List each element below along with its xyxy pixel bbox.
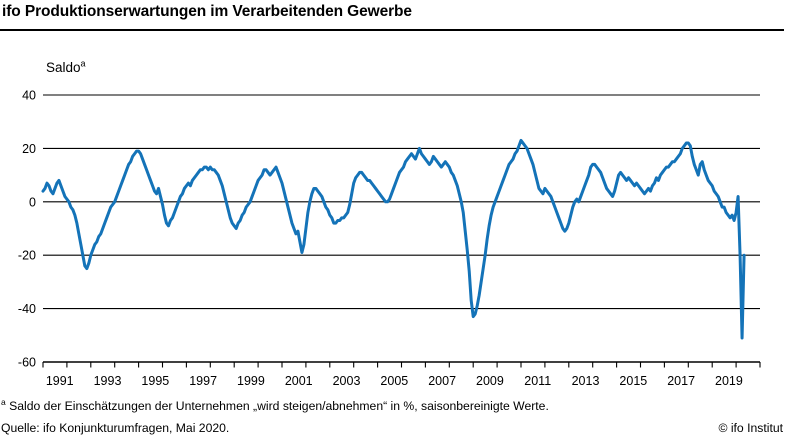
x-tick-label: 2011	[524, 374, 551, 388]
y-tick-label: 0	[29, 195, 36, 209]
x-tick-label: 1993	[94, 374, 122, 388]
y-tick-label: -20	[18, 249, 36, 263]
x-tick-label: 2015	[619, 374, 647, 388]
footnote: a Saldo der Einschätzungen der Unternehm…	[1, 396, 549, 413]
x-tick-label: 1999	[237, 374, 265, 388]
page-title: ifo Produktionserwartungen im Verarbeite…	[2, 3, 412, 20]
x-tick-label: 2017	[667, 374, 695, 388]
footnote-text: Saldo der Einschätzungen der Unternehmen…	[9, 399, 549, 413]
x-tick-label: 2003	[333, 374, 361, 388]
footnote-marker: a	[1, 396, 6, 407]
y-tick-label: -60	[18, 356, 36, 370]
x-tick-label: 1991	[46, 374, 74, 388]
x-tick-label: 2009	[476, 374, 504, 388]
x-tick-label: 2005	[380, 374, 408, 388]
x-tick-label: 1995	[141, 374, 169, 388]
plot-svg: 40 20 0 -20 -40 -60 1991 1993 1995 1997 1999 2001 20…	[18, 89, 761, 388]
series-line	[41, 138, 746, 340]
y-tick-label: 40	[22, 89, 36, 103]
x-tick-label: 2019	[715, 374, 743, 388]
x-tick-label: 1997	[189, 374, 217, 388]
source-text: Quelle: ifo Konjunkturumfragen, Mai 2020…	[1, 421, 230, 435]
title-underline	[0, 29, 784, 31]
y-tick-label: 20	[22, 142, 36, 156]
x-tick-label: 2013	[572, 374, 600, 388]
y-axis-label: Saldoa	[46, 58, 86, 75]
x-tick-label: 2007	[428, 374, 456, 388]
y-axis-label-text: Saldo	[46, 60, 81, 75]
copyright-text: © ifo Institut	[718, 421, 783, 435]
x-tick-label: 2001	[285, 374, 313, 388]
y-tick-label: -40	[18, 302, 36, 316]
y-axis-label-superscript: a	[80, 58, 86, 69]
